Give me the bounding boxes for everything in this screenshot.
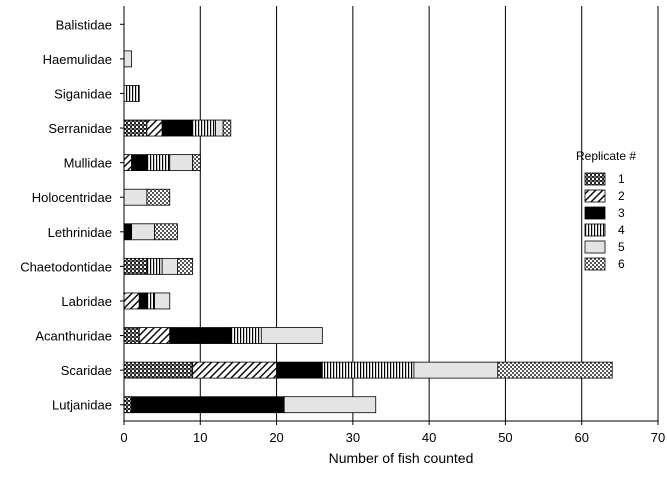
bar-segment-replicate-4 [146,292,155,310]
bar-segment-replicate-3 [123,223,133,241]
bar-segment-replicate-1 [123,257,148,275]
bar-segment-replicate-3 [138,292,148,310]
bar-segment-replicate-3 [131,154,148,172]
category-label: Lutjanidae [52,398,112,413]
bar-segment-replicate-6 [146,188,171,206]
category-label: Lethrinidae [48,225,112,240]
category-label: Chaetodontidae [20,259,112,274]
x-tick-label: 60 [574,430,588,445]
bar-segment-replicate-2 [192,361,277,379]
category-label: Serranidae [48,121,112,136]
legend-label: 1 [618,172,625,186]
bar-segment-replicate-5 [154,292,171,310]
bar-segment-replicate-5 [123,50,133,68]
legend-swatch [584,223,606,237]
category-label: Scaridae [61,363,112,378]
x-tick-label: 0 [120,430,127,445]
legend-swatch [584,257,606,271]
bar-segment-replicate-4 [146,154,171,172]
bar-segment-replicate-4 [192,119,216,137]
legend-title: Replicate # [576,149,636,163]
bar-segment-replicate-4 [230,327,262,344]
legend-label: 2 [618,189,625,203]
category-label: Mullidae [64,156,112,171]
x-tick-label: 30 [346,430,360,445]
bar-segment-replicate-2 [146,119,163,137]
category-label: Balistidae [56,17,112,32]
bar-segment-replicate-4 [321,361,415,379]
bar-segment-replicate-2 [123,292,140,310]
labels: 0 10 20 30 40 50 60 70 Number of fish counted Bal… [20,17,665,466]
x-tick-label: 70 [651,430,665,445]
legend-swatch [584,189,606,203]
x-tick-label: 40 [422,430,436,445]
bar-segment-replicate-5 [123,188,148,206]
legend-label: 6 [618,257,625,271]
bar-segment-replicate-6 [154,223,178,241]
legend-label: 4 [618,223,625,237]
bar-segment-replicate-4 [123,85,140,102]
bar-segment-replicate-4 [146,257,163,275]
category-label: Haemulidae [43,52,112,67]
bar-segment-replicate-5 [169,154,194,172]
bar-segment-replicate-5 [215,119,224,137]
bar-segment-replicate-3 [161,119,194,137]
bar-segment-replicate-1 [123,361,194,379]
bar-segment-replicate-3 [131,396,285,414]
category-label: Siganidae [54,86,112,101]
bar-segment-replicate-6 [497,361,613,379]
bar-segment-replicate-6 [222,119,232,137]
legend-swatch [584,172,606,186]
bars [123,50,613,414]
x-tick-label: 10 [193,430,207,445]
bar-segment-replicate-2 [123,154,133,172]
x-tick-label: 20 [269,430,283,445]
bar-segment-replicate-3 [169,327,232,344]
legend-label: 5 [618,240,625,254]
legend-swatch [584,240,606,254]
category-label: Holocentridae [32,190,112,205]
x-axis-label: Number of fish counted [329,450,474,466]
bar-segment-replicate-1 [123,396,133,414]
bar-segment-replicate-1 [123,119,148,137]
axes [120,6,659,425]
bar-segment-replicate-5 [131,223,155,241]
bar-segment-replicate-6 [176,257,194,275]
legend: Replicate # 1 2 3 4 5 6 [576,149,636,271]
legend-swatch [584,206,606,220]
bar-segment-replicate-3 [276,361,323,379]
category-label: Labridae [61,294,112,309]
bar-segment-replicate-5 [161,257,178,275]
bar-segment-replicate-6 [192,154,201,172]
bar-segment-replicate-2 [138,327,171,344]
gridlines [199,6,659,421]
bar-segment-replicate-1 [123,327,140,344]
bar-segment-replicate-5 [413,361,499,379]
category-label: Acanthuridae [35,329,112,344]
legend-label: 3 [618,206,625,220]
bar-segment-replicate-5 [260,327,323,344]
x-tick-label: 50 [498,430,512,445]
bar-segment-replicate-5 [283,396,377,414]
